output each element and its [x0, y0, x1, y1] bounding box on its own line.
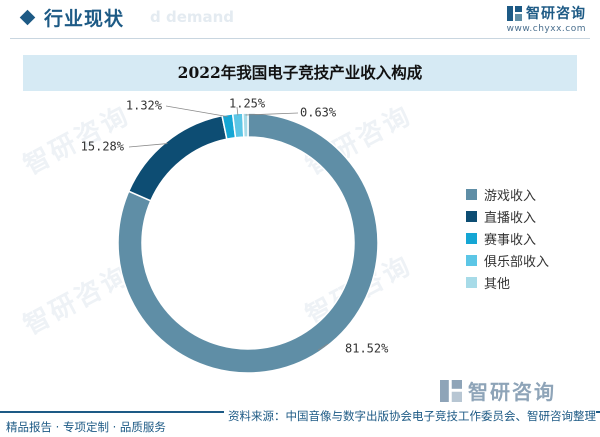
brand-name: 智研咨询	[526, 6, 586, 22]
legend-swatch	[466, 276, 477, 288]
header-divider	[10, 38, 590, 39]
chart-title: 2022年我国电子竞技产业收入构成	[177, 63, 423, 82]
legend-item: 赛事收入	[466, 227, 549, 249]
page-title: 行业现状	[44, 8, 125, 30]
slice-label: 15.28%	[81, 140, 125, 154]
bottom-brand: 智研咨询	[440, 376, 556, 405]
legend-swatch	[466, 210, 477, 222]
chart-title-bar: 2022年我国电子竞技产业收入构成	[23, 55, 577, 91]
slice-leader-line	[317, 343, 329, 351]
bottom-brand-logo-icon	[440, 379, 462, 402]
donut-slice	[242, 112, 249, 138]
legend-swatch	[466, 254, 477, 266]
legend-item: 俱乐部收入	[466, 249, 549, 271]
slice-leader-line	[245, 112, 299, 116]
legend-label: 直播收入	[484, 210, 537, 226]
slice-leader-line	[236, 106, 239, 116]
slice-label: 1.25%	[229, 97, 266, 111]
header-ghost-text: d demand	[150, 8, 235, 26]
header: 行业现状 d demand 智研咨询 www.chyxx.com	[0, 0, 600, 40]
legend-label: 其他	[484, 276, 511, 292]
legend-swatch	[466, 188, 477, 200]
footer-source: 资料来源：中国音像与数字出版协会电子竞技工作委员会、智研咨询整理	[224, 408, 596, 424]
slice-leader-line	[165, 105, 228, 118]
slice-label: 1.32%	[126, 99, 163, 113]
legend-item: 其他	[466, 271, 549, 293]
donut-slice	[127, 114, 228, 202]
legend-swatch	[466, 232, 477, 244]
legend-item: 直播收入	[466, 205, 549, 227]
bottom-brand-name: 智研咨询	[468, 380, 556, 404]
legend-item: 游戏收入	[466, 183, 549, 205]
footer-slogan: 精品报告 · 专项定制 · 品质服务	[6, 420, 166, 434]
donut-slice	[231, 112, 245, 139]
brand[interactable]: 智研咨询 www.chyxx.com	[507, 3, 586, 34]
chart-legend: 游戏收入直播收入赛事收入俱乐部收入其他	[466, 183, 549, 293]
brand-logo-icon	[507, 5, 522, 21]
legend-label: 俱乐部收入	[484, 254, 550, 270]
slice-leader-line	[128, 143, 168, 148]
donut-slice	[117, 112, 379, 374]
legend-label: 赛事收入	[484, 232, 537, 248]
brand-site: www.chyxx.com	[506, 24, 586, 34]
slice-label: 0.63%	[300, 106, 337, 120]
slice-label: 81.52%	[345, 342, 389, 356]
legend-label: 游戏收入	[484, 188, 537, 204]
